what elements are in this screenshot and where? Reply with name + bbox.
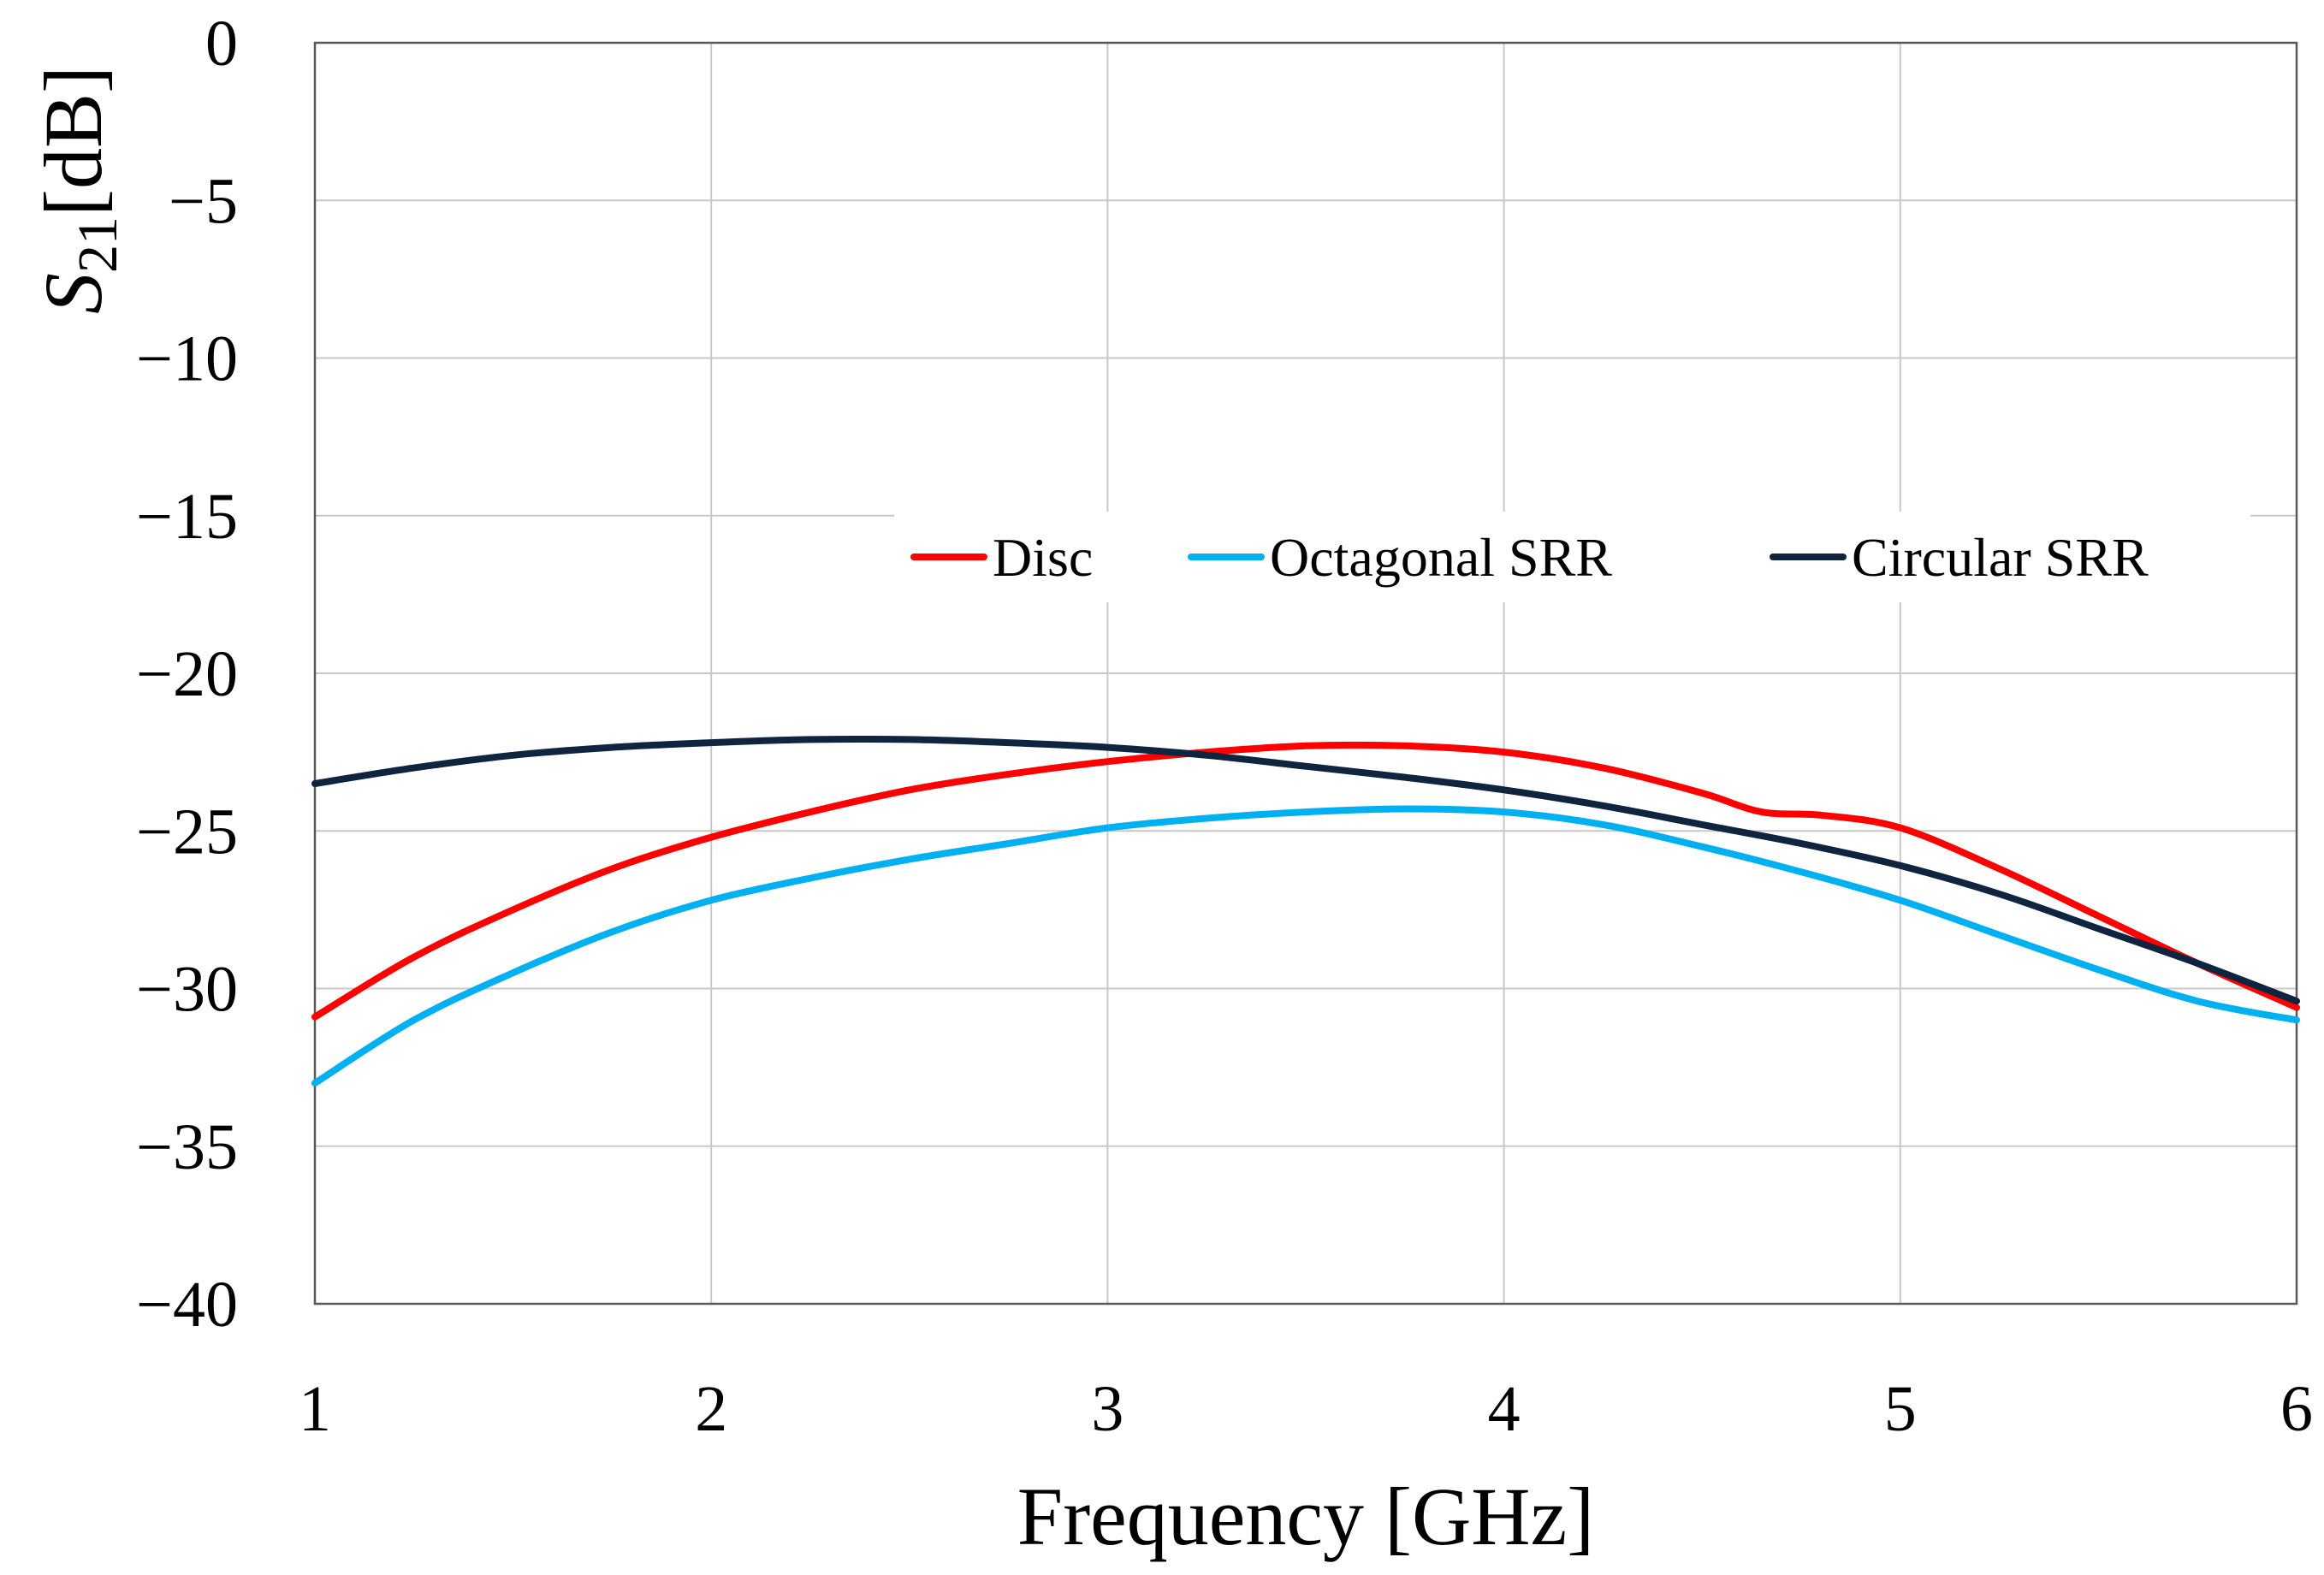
x-tick-label: 5 [1884,1373,1917,1445]
y-axis-ticks: 0 −5 −10 −15 −20 −25 −30 −35 −40 [136,8,238,1341]
x-axis-title: Frequency [GHz] [1017,1471,1594,1562]
y-tick-label: −20 [136,638,238,710]
y-axis-title-subscript: 21 [67,216,129,273]
y-tick-label: −40 [136,1269,238,1341]
y-tick-label: −10 [136,323,238,395]
y-axis-title: S21[dB] [27,66,129,314]
x-tick-label: 4 [1488,1373,1521,1445]
y-axis-title-base: S [27,273,119,314]
legend-label-octagonal-srr: Octagonal SRR [1270,527,1612,588]
series-group [311,735,2300,1087]
legend: Disc Octagonal SRR Circular SRR [894,512,2250,602]
series-line-circular-srr [311,735,2300,1005]
x-axis-ticks: 1 2 3 4 5 6 [299,1373,2313,1445]
y-tick-label: −25 [136,796,238,867]
legend-label-disc: Disc [993,527,1093,588]
x-tick-label: 6 [2280,1373,2313,1445]
series-line-octagonal-srr [311,805,2300,1087]
y-tick-label: −35 [136,1111,238,1183]
grid-lines [314,42,2297,1305]
y-tick-label: −5 [169,165,238,237]
svg-text:S21[dB]: S21[dB] [27,66,129,314]
x-tick-label: 3 [1091,1373,1123,1445]
y-tick-label: 0 [205,8,238,80]
legend-label-circular-srr: Circular SRR [1852,527,2149,588]
legend-background [894,512,2250,602]
plot-area-frame [313,41,2298,1306]
y-tick-label: −30 [136,954,238,1026]
x-tick-label: 2 [695,1373,727,1445]
y-axis-title-unit: [dB] [27,66,119,216]
series-line-disc [311,741,2300,1021]
x-tick-label: 1 [299,1373,331,1445]
y-tick-label: −15 [136,481,238,553]
